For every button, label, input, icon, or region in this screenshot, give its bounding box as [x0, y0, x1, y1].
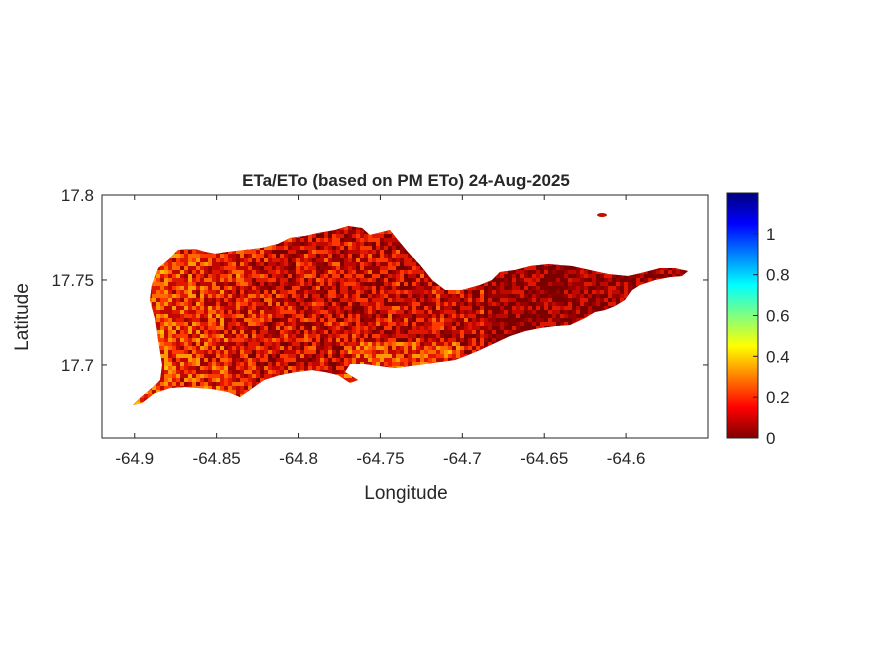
chart-title: ETa/ETo (based on PM ETo) 24-Aug-2025	[242, 171, 570, 190]
y-tick-label: 17.8	[61, 186, 94, 205]
islet	[597, 213, 607, 217]
x-axis-label: Longitude	[364, 483, 447, 504]
x-tick-label: -64.7	[443, 449, 482, 468]
x-tick-label: -64.8	[279, 449, 318, 468]
colorbar-tick-label: 0.8	[766, 266, 790, 285]
colorbar-tick-label: 0	[766, 429, 775, 448]
y-tick-label: 17.7	[61, 356, 94, 375]
y-tick-label: 17.75	[51, 271, 94, 290]
colorbar-tick-label: 1	[766, 225, 775, 244]
y-axis-label: Latitude	[12, 283, 33, 351]
x-tick-label: -64.85	[193, 449, 241, 468]
colorbar-tick-label: 0.6	[766, 307, 790, 326]
colorbar-tick-label: 0.2	[766, 388, 790, 407]
y-axis: 17.8 17.75 17.7	[51, 186, 708, 375]
x-axis: -64.9 -64.85 -64.8 -64.75 -64.7 -64.65 -64.6	[115, 195, 645, 468]
colorbar-ticks: 0 0.2 0.4 0.6 0.8 1	[753, 225, 790, 448]
x-tick-label: -64.75	[356, 449, 404, 468]
x-tick-label: -64.65	[520, 449, 568, 468]
colorbar-gradient	[726, 192, 759, 439]
x-tick-label: -64.9	[115, 449, 154, 468]
colorbar-tick-label: 0.4	[766, 347, 790, 366]
x-tick-label: -64.6	[607, 449, 646, 468]
colorbar: 0 0.2 0.4 0.6 0.8 1	[726, 192, 790, 448]
